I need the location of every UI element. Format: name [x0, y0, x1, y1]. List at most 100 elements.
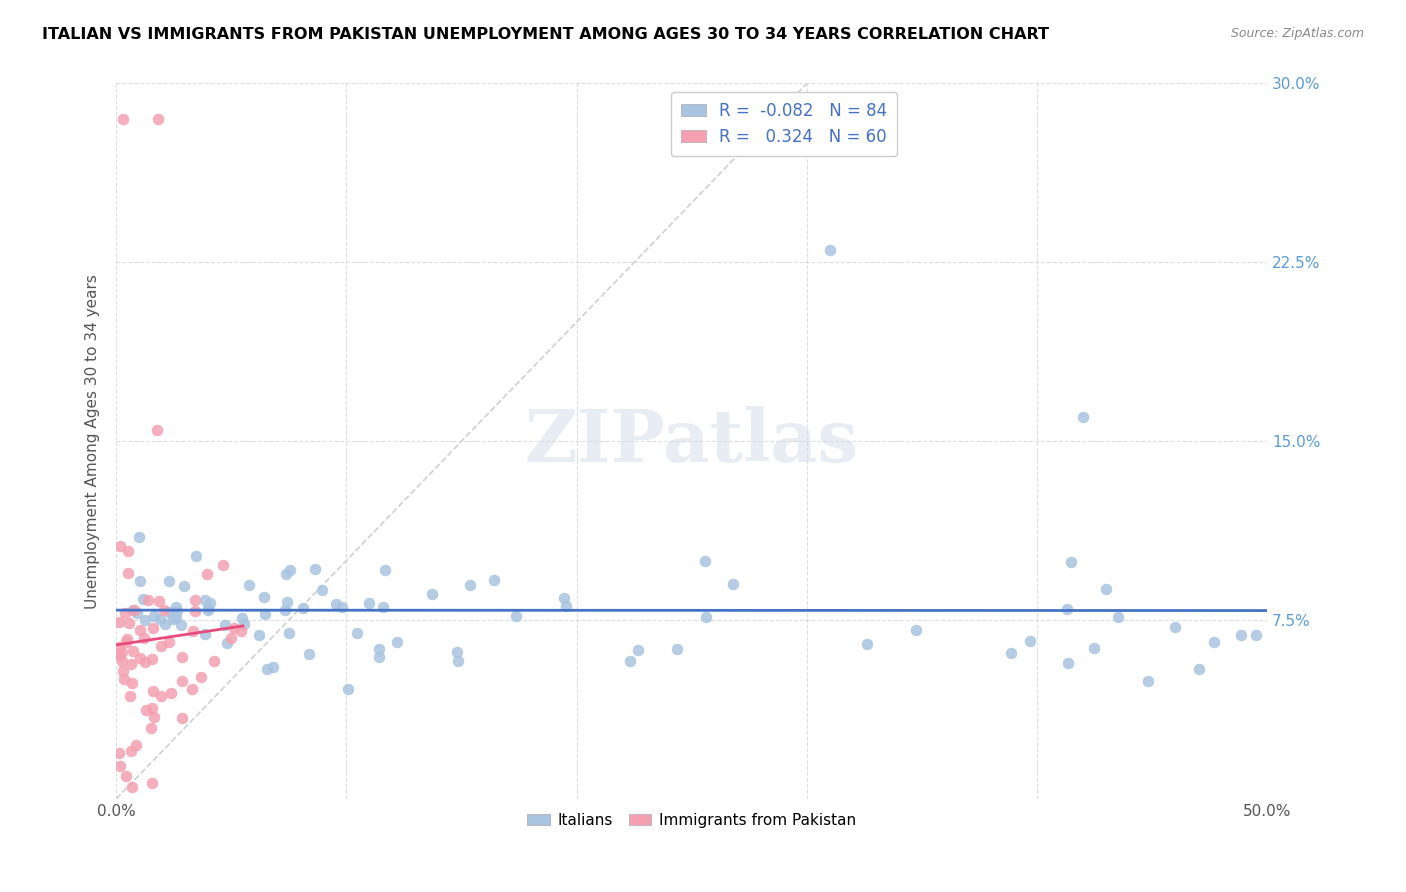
Point	[446, 645, 468, 659]
Point	[1056, 602, 1078, 616]
Point	[856, 637, 879, 651]
Point	[202, 654, 225, 668]
Point	[304, 562, 326, 576]
Point	[194, 593, 217, 607]
Point	[107, 640, 129, 655]
Point	[447, 654, 470, 668]
Point	[118, 616, 141, 631]
Point	[149, 640, 172, 654]
Point	[146, 423, 169, 437]
Point	[1083, 640, 1105, 655]
Point	[256, 662, 278, 676]
Point	[1059, 555, 1081, 569]
Point	[818, 244, 841, 258]
Point	[222, 621, 245, 635]
Point	[368, 649, 391, 664]
Point	[337, 682, 360, 697]
Point	[197, 603, 219, 617]
Point	[458, 577, 481, 591]
Point	[254, 607, 277, 622]
Text: ITALIAN VS IMMIGRANTS FROM PAKISTAN UNEMPLOYMENT AMONG AGES 30 TO 34 YEARS CORRE: ITALIAN VS IMMIGRANTS FROM PAKISTAN UNEM…	[42, 27, 1049, 42]
Point	[139, 721, 162, 735]
Point	[115, 769, 138, 783]
Point	[181, 624, 204, 639]
Point	[142, 608, 165, 623]
Point	[118, 690, 141, 704]
Point	[298, 647, 321, 661]
Point	[357, 596, 380, 610]
Point	[904, 623, 927, 637]
Point	[107, 615, 129, 630]
Point	[619, 655, 641, 669]
Point	[132, 631, 155, 645]
Point	[666, 641, 689, 656]
Point	[170, 711, 193, 725]
Point	[1229, 628, 1251, 642]
Point	[277, 625, 299, 640]
Point	[134, 613, 156, 627]
Point	[108, 540, 131, 554]
Point	[1000, 647, 1022, 661]
Point	[311, 583, 333, 598]
Point	[115, 632, 138, 646]
Point	[141, 701, 163, 715]
Point	[117, 544, 139, 558]
Point	[1136, 673, 1159, 688]
Point	[346, 625, 368, 640]
Point	[387, 634, 409, 648]
Text: Source: ZipAtlas.com: Source: ZipAtlas.com	[1230, 27, 1364, 40]
Point	[219, 631, 242, 645]
Point	[721, 576, 744, 591]
Point	[149, 612, 172, 626]
Point	[120, 657, 142, 672]
Point	[169, 618, 191, 632]
Point	[1057, 656, 1080, 670]
Point	[124, 738, 146, 752]
Y-axis label: Unemployment Among Ages 30 to 34 years: Unemployment Among Ages 30 to 34 years	[86, 274, 100, 608]
Point	[231, 611, 253, 625]
Point	[197, 601, 219, 615]
Point	[121, 675, 143, 690]
Point	[128, 651, 150, 665]
Point	[247, 628, 270, 642]
Point	[149, 689, 172, 703]
Point	[238, 578, 260, 592]
Point	[553, 591, 575, 606]
Point	[125, 607, 148, 621]
Point	[157, 605, 180, 619]
Point	[166, 603, 188, 617]
Point	[134, 655, 156, 669]
Point	[121, 780, 143, 795]
Point	[162, 612, 184, 626]
Point	[122, 603, 145, 617]
Point	[128, 529, 150, 543]
Point	[129, 623, 152, 637]
Point	[107, 648, 129, 662]
Point	[194, 626, 217, 640]
Point	[173, 579, 195, 593]
Point	[111, 664, 134, 678]
Point	[186, 549, 208, 564]
Point	[695, 609, 717, 624]
Point	[111, 654, 134, 668]
Point	[122, 603, 145, 617]
Point	[420, 587, 443, 601]
Point	[112, 672, 135, 686]
Point	[172, 674, 194, 689]
Point	[170, 649, 193, 664]
Point	[1204, 634, 1226, 648]
Point	[330, 599, 353, 614]
Point	[1071, 410, 1094, 425]
Point	[111, 645, 134, 659]
Point	[132, 591, 155, 606]
Point	[292, 601, 315, 615]
Point	[325, 598, 347, 612]
Point	[180, 681, 202, 696]
Point	[211, 558, 233, 572]
Point	[1244, 628, 1267, 642]
Point	[1095, 582, 1118, 596]
Point	[214, 618, 236, 632]
Point	[146, 112, 169, 127]
Point	[120, 744, 142, 758]
Point	[373, 599, 395, 614]
